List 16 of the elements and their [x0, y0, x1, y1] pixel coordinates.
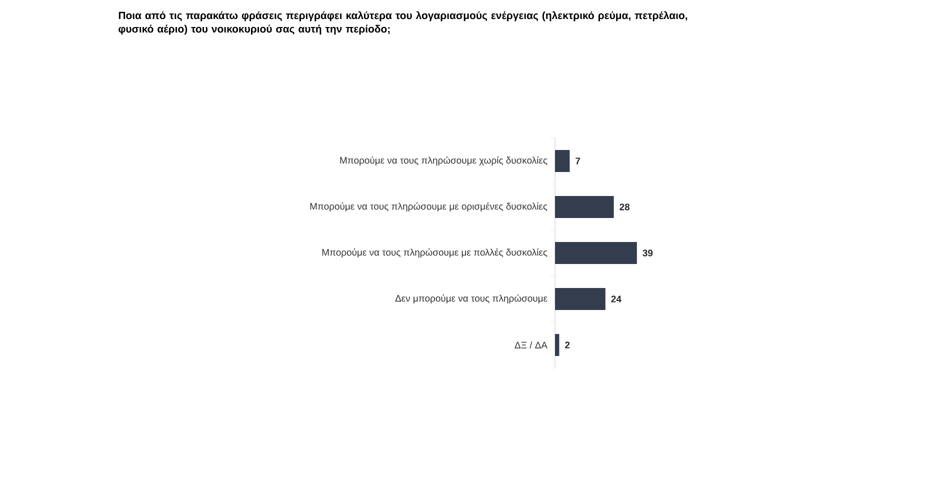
- y-tick-label: Μπορούμε να τους πληρώσουμε με πολλές δυσκολίες: [322, 248, 548, 258]
- bar: [555, 334, 560, 356]
- y-tick-label: Δεν μπορούμε να τους πληρώσουμε: [395, 294, 548, 304]
- data-label: 24: [611, 296, 622, 302]
- text: Ποια από τις παρακάτω φράσεις περιγράφει καλύτερα του λογαριασμούς ενέργειας (ηλεκτρικό ρεύμα, πετρέλαιο, φυσικό αέριο) του νοικοκυριού σας αυτή την περίοδο;: [118, 11, 688, 35]
- y-tick-label: Μπορούμε να τους πληρώσουμε με ορισμένες δυσκολίες: [310, 202, 548, 212]
- bar: [555, 242, 637, 264]
- y-tick-label: ΔΞ / ΔΑ: [514, 342, 548, 348]
- bar: [555, 150, 570, 172]
- data-label: 2: [565, 342, 570, 348]
- data-label: 7: [576, 158, 580, 164]
- data-label: 39: [642, 250, 653, 256]
- y-tick-label: Μπορούμε να τους πληρώσουμε χωρίς δυσκολίες: [340, 156, 548, 166]
- bar: [555, 196, 614, 218]
- data-label: 28: [620, 204, 630, 210]
- bar: [555, 288, 606, 310]
